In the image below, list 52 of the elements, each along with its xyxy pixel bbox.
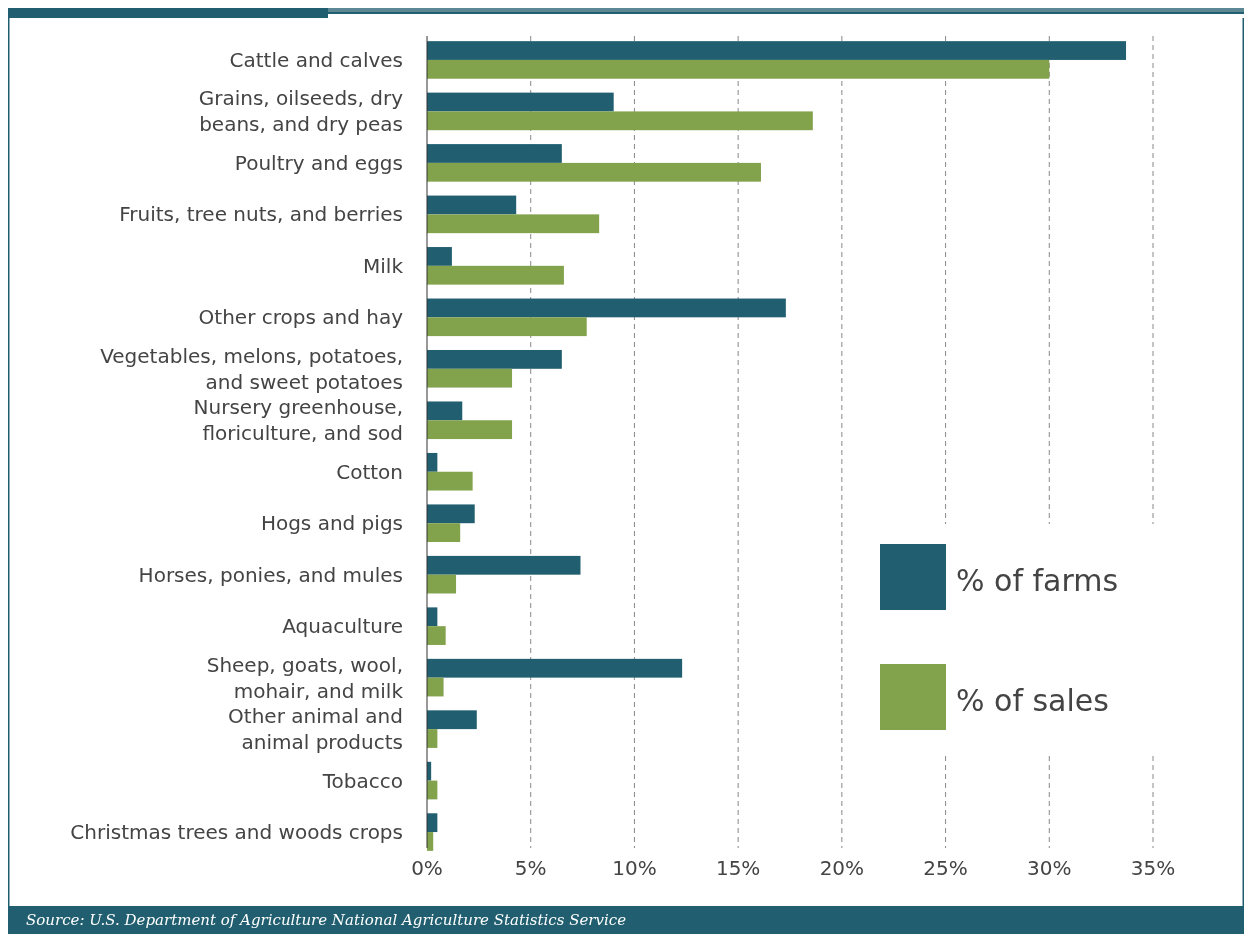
source-note: Source: U.S. Department of Agriculture National Agriculture Statistics Service <box>26 911 627 929</box>
bar <box>427 59 1050 79</box>
legend-label: % of farms <box>956 562 1119 598</box>
x-tick-label: 30% <box>1027 856 1072 881</box>
bar <box>427 317 587 337</box>
legend-label: % of sales <box>956 682 1109 718</box>
y-tick-label: Christmas trees and woods crops <box>70 820 403 845</box>
bar <box>427 677 444 697</box>
bar <box>427 420 513 440</box>
bar <box>427 574 457 594</box>
bar <box>427 265 564 285</box>
bar <box>427 471 473 491</box>
bar <box>427 401 463 421</box>
x-tick-label: 10% <box>612 856 657 881</box>
bar <box>427 555 581 575</box>
y-tick-label: Tobacco <box>321 768 403 793</box>
y-tick-label: Fruits, tree nuts, and berries <box>119 202 403 227</box>
y-tick-label: Nursery greenhouse, floriculture, and sod <box>193 395 403 446</box>
bar <box>427 162 761 182</box>
bar <box>427 350 562 369</box>
bar <box>427 247 452 266</box>
x-tick-label: 15% <box>715 856 761 881</box>
x-tick-label: 0% <box>411 856 443 881</box>
x-tick-label: 20% <box>819 856 865 881</box>
y-tick-label: Hogs and pigs <box>260 511 403 536</box>
y-tick-label: Horses, ponies, and mules <box>138 562 403 587</box>
y-tick-label: Sheep, goats, wool, mohair, and milk <box>206 652 404 703</box>
bar <box>427 298 786 318</box>
x-tick-label: 25% <box>923 856 968 881</box>
y-tick-label: Poultry and eggs <box>234 150 403 175</box>
y-tick-label: Cattle and calves <box>229 47 403 72</box>
bar <box>427 368 513 388</box>
bar <box>427 111 813 131</box>
y-tick-label: Grains, oilseeds, dry beans, and dry peas <box>198 86 404 137</box>
bar <box>427 92 614 112</box>
y-tick-label: Cotton <box>336 459 403 484</box>
y-tick-label: Other crops and hay <box>198 305 404 330</box>
bar <box>427 144 562 163</box>
y-tick-label: Vegetables, melons, potatoes, and sweet potatoes <box>100 343 403 394</box>
bar <box>427 214 600 234</box>
bar <box>427 658 683 678</box>
y-tick-label: Milk <box>363 253 404 278</box>
x-tick-label: 35% <box>1130 856 1176 881</box>
bar <box>427 504 475 524</box>
y-tick-label: Aquaculture <box>282 614 403 639</box>
bar <box>427 41 1127 60</box>
bar <box>427 626 446 645</box>
bar <box>427 710 477 730</box>
y-tick-label: Other animal and animal products <box>228 704 403 755</box>
bar <box>427 523 461 542</box>
x-tick-label: 5% <box>514 856 547 881</box>
bar <box>427 195 517 215</box>
